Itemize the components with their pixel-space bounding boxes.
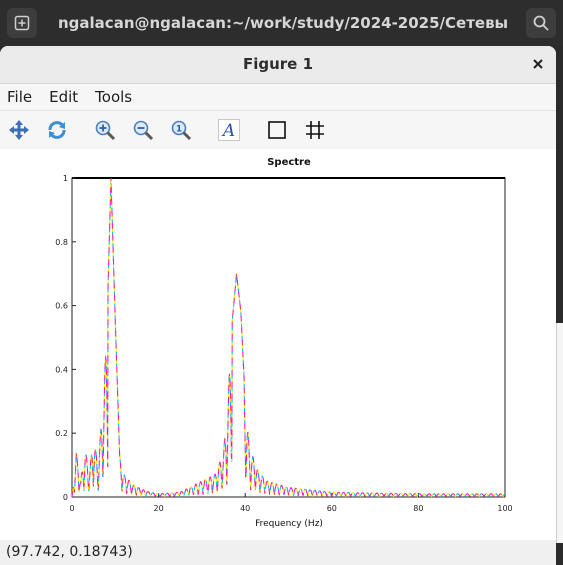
rotate-icon: [48, 121, 66, 139]
zoom-one-icon: 1: [171, 120, 192, 141]
y-tick-label: 1: [63, 174, 68, 183]
y-tick-label: 0.2: [55, 429, 68, 438]
close-icon: [533, 59, 543, 69]
x-tick-label: 100: [497, 504, 512, 513]
zoom-reset-tool[interactable]: 1: [168, 117, 194, 143]
figure-title: Figure 1: [242, 55, 314, 73]
spectrum-line-3: [71, 177, 506, 498]
menu-file[interactable]: File: [7, 88, 33, 106]
search-button[interactable]: [526, 8, 556, 38]
x-tick-label: 40: [240, 504, 250, 513]
spectre-chart[interactable]: Spectre 0 20 40 60 80 100 0 0.2 0.4 0.6 0.8 1 Frequ…: [0, 149, 556, 540]
x-tick-label: 0: [69, 504, 74, 513]
terminal-title: ngalacan@ngalacan:~/work/study/2024-2025…: [58, 14, 508, 32]
series-lines: [71, 177, 506, 498]
square-icon: [268, 121, 286, 139]
figure-titlebar: Figure 1: [0, 46, 556, 84]
plot-area[interactable]: Spectre 0 20 40 60 80 100 0 0.2 0.4 0.6 0.8 1 Frequ…: [0, 149, 556, 540]
menu-tools[interactable]: Tools: [95, 88, 133, 106]
menubar: File Edit Tools: [0, 84, 556, 111]
grid-tool[interactable]: [302, 117, 328, 143]
new-tab-button[interactable]: [7, 8, 37, 38]
menu-edit[interactable]: Edit: [49, 88, 79, 106]
figure-window: Figure 1 File Edit Tools: [0, 46, 556, 565]
cursor-coordinates: (97.742, 0.18743): [6, 544, 133, 560]
move-arrows-icon: [9, 120, 29, 140]
background-window: [556, 323, 563, 543]
y-tick-label: 0.8: [55, 238, 68, 247]
rotate-tool[interactable]: [44, 117, 70, 143]
zoom-out-tool[interactable]: [130, 117, 156, 143]
axes-tool[interactable]: [264, 117, 290, 143]
pan-tool[interactable]: [6, 117, 32, 143]
zoom-in-icon: [95, 120, 116, 141]
axes-box: [71, 177, 506, 498]
svg-text:1: 1: [176, 125, 182, 135]
terminal-header: ngalacan@ngalacan:~/work/study/2024-2025…: [0, 0, 563, 46]
y-tick-label: 0.6: [55, 302, 68, 311]
search-icon: [533, 15, 549, 31]
close-button[interactable]: [528, 54, 548, 74]
x-tick-label: 80: [413, 504, 423, 513]
grid-icon: [306, 121, 324, 139]
x-tick-label: 20: [154, 504, 164, 513]
x-tick-label: 60: [327, 504, 337, 513]
chart-title: Spectre: [267, 157, 311, 168]
axis-ticks: 0 20 40 60 80 100 0 0.2 0.4 0.6 0.8 1: [55, 174, 512, 513]
y-tick-label: 0: [63, 493, 68, 502]
text-a-icon: A: [218, 119, 240, 141]
zoom-out-icon: [133, 120, 154, 141]
toolbar: 1 A: [0, 111, 556, 150]
spectrum-line-1: [71, 177, 506, 498]
status-bar: (97.742, 0.18743): [0, 540, 556, 565]
plus-square-icon: [14, 15, 30, 31]
zoom-in-tool[interactable]: [92, 117, 118, 143]
svg-text:A: A: [221, 121, 235, 141]
text-tool[interactable]: A: [216, 117, 242, 143]
x-axis-label: Frequency (Hz): [255, 519, 323, 529]
y-tick-label: 0.4: [55, 365, 68, 374]
